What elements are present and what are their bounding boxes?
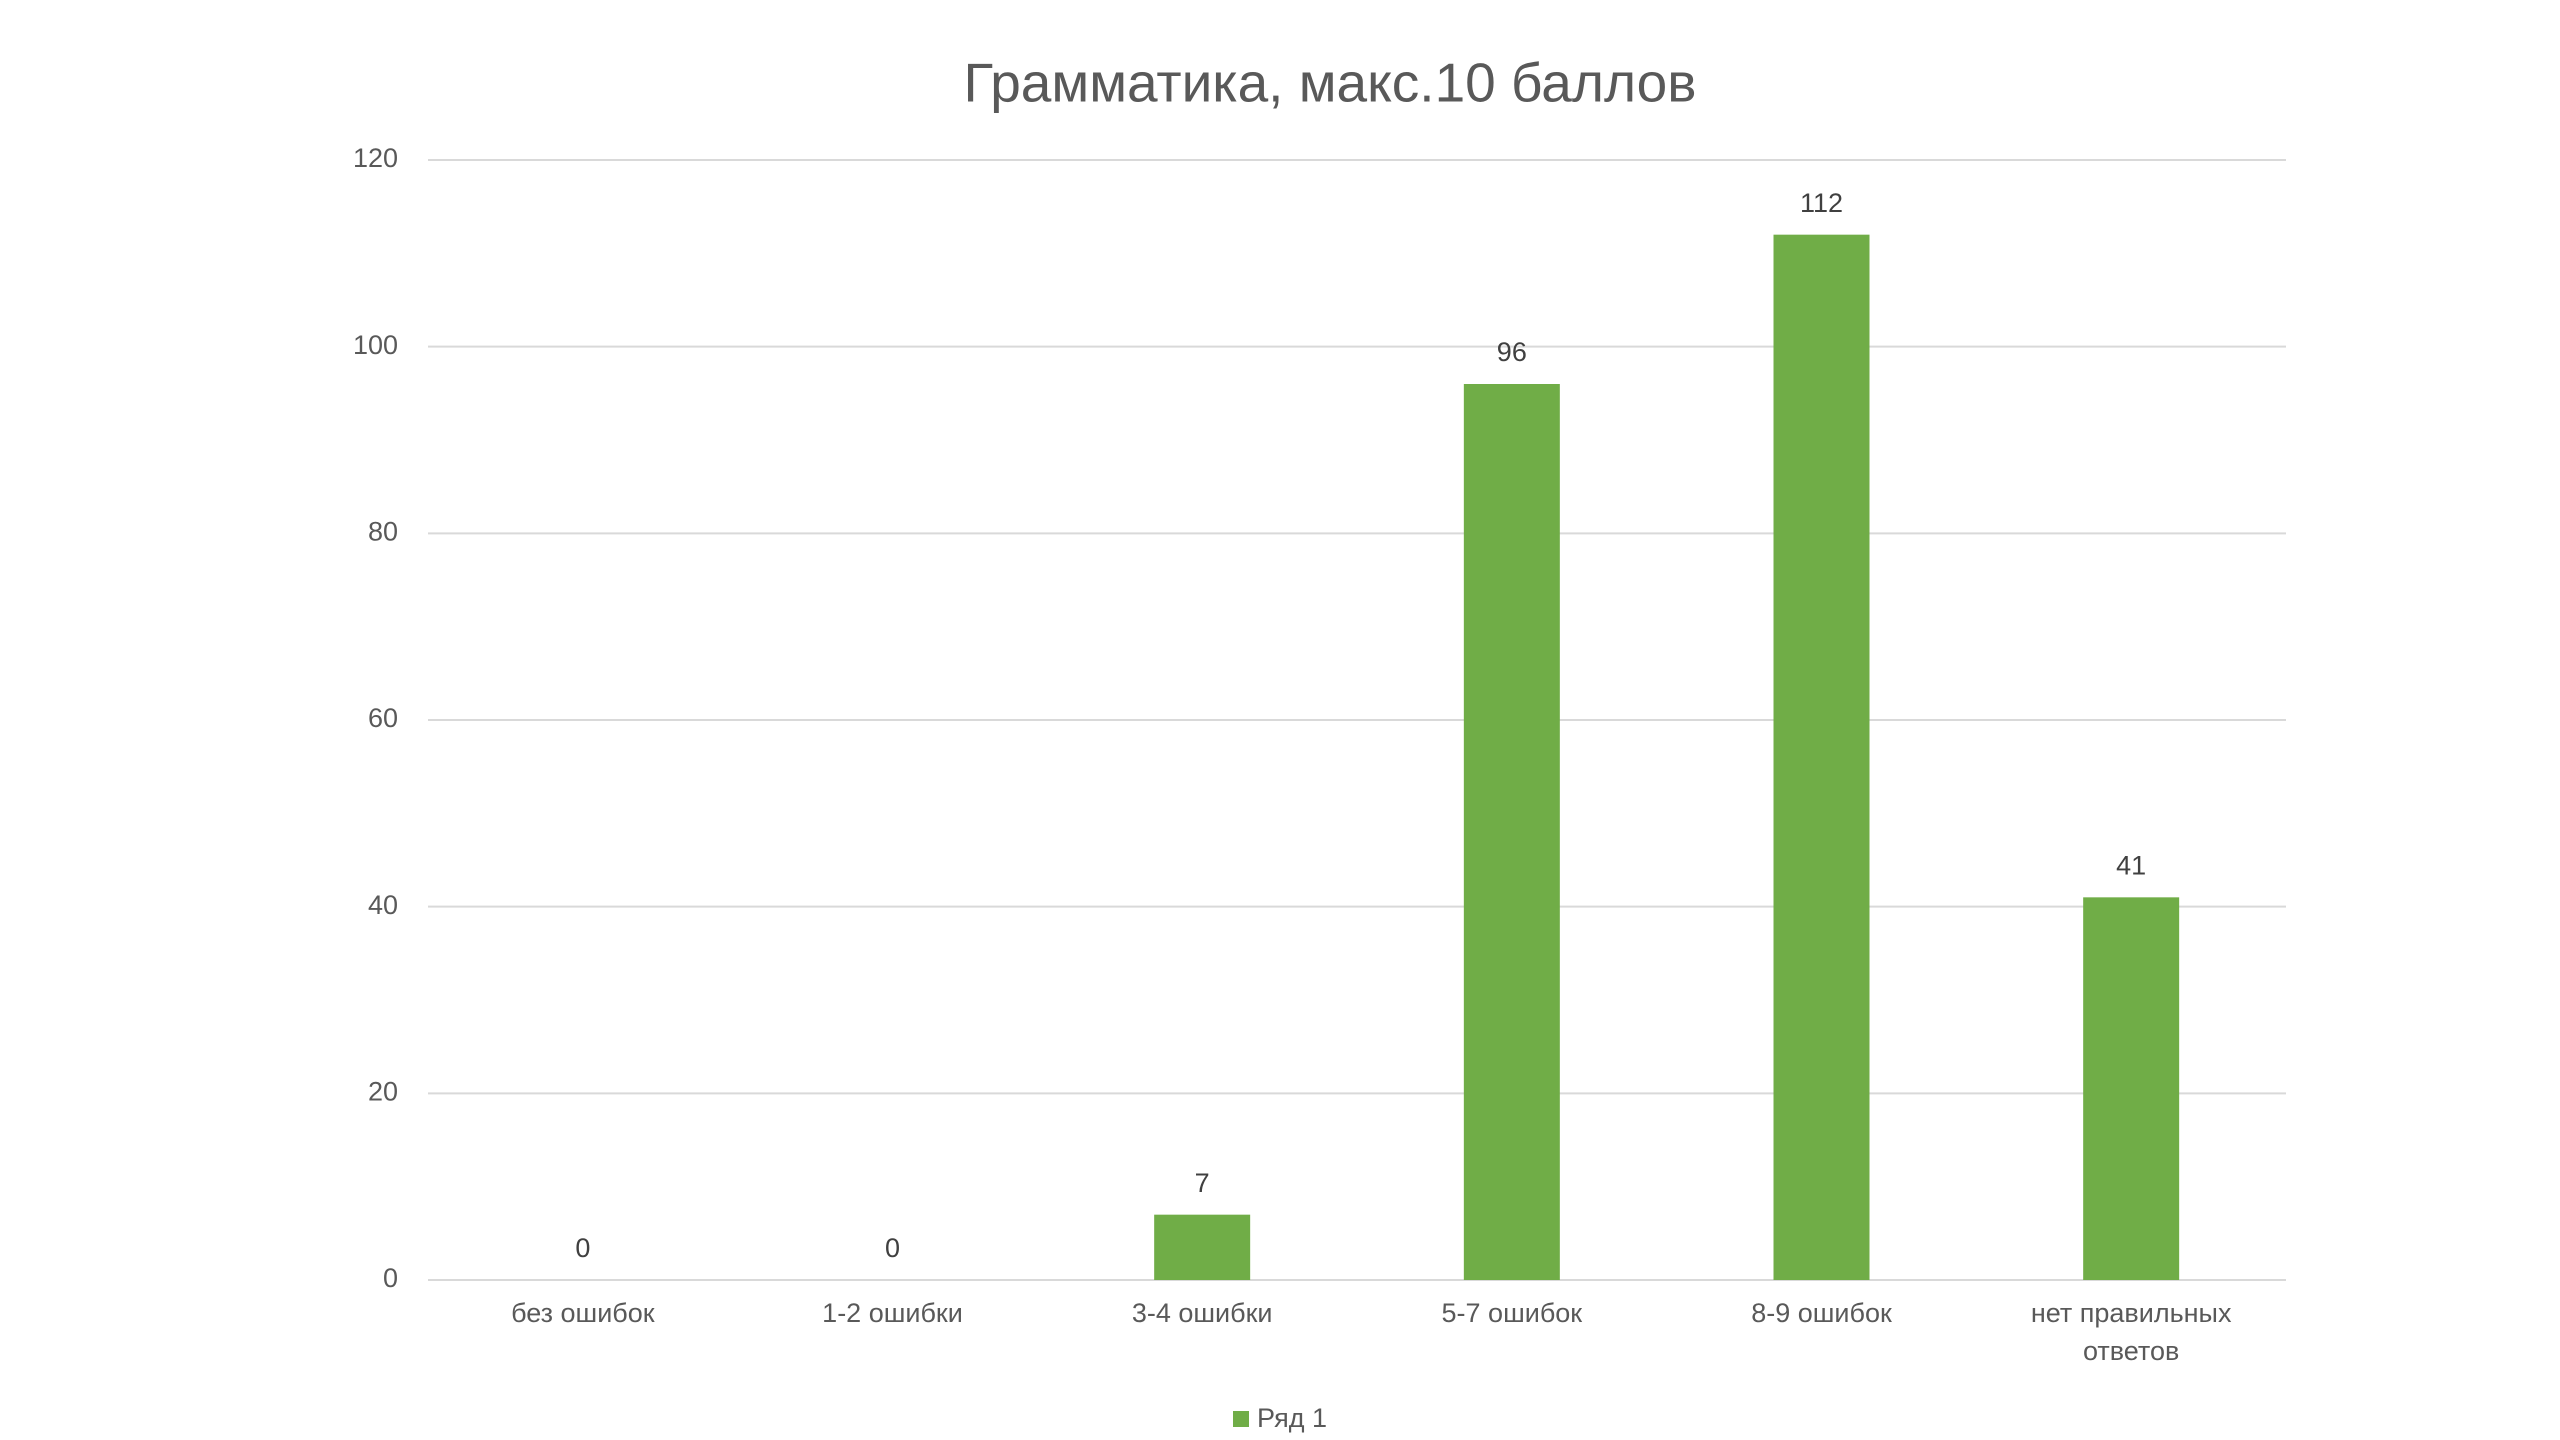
- data-label: 0: [575, 1233, 590, 1263]
- chart-title: Грамматика, макс.10 баллов: [964, 52, 1697, 114]
- bar: [1773, 234, 1870, 1281]
- data-label: 96: [1497, 337, 1527, 367]
- x-tick-label: без ошибок: [511, 1298, 655, 1328]
- y-tick-label: 0: [383, 1263, 398, 1293]
- legend-label: Ряд 1: [1256, 1403, 1327, 1433]
- y-tick-label: 120: [353, 143, 398, 173]
- data-label: 112: [1800, 188, 1843, 218]
- bar: [2083, 897, 2180, 1280]
- data-label: 41: [2116, 850, 2146, 880]
- x-tick-label: 5-7 ошибок: [1441, 1298, 1583, 1328]
- x-tick-label: нет правильных ответов: [2030, 1298, 2232, 1366]
- x-tick-label: 3-4 ошибки: [1131, 1298, 1273, 1328]
- data-label: 0: [885, 1233, 900, 1263]
- y-tick-label: 40: [368, 890, 398, 920]
- legend-swatch: [1232, 1410, 1249, 1427]
- bar: [1463, 384, 1560, 1280]
- legend: Ряд 1: [0, 1403, 2560, 1434]
- y-tick-label: 100: [353, 330, 398, 360]
- y-tick-label: 80: [368, 516, 398, 546]
- y-tick-label: 20: [368, 1076, 398, 1106]
- bar: [1154, 1214, 1251, 1280]
- x-tick-label: 8-9 ошибок: [1751, 1298, 1892, 1328]
- data-label: 7: [1195, 1168, 1210, 1198]
- y-tick-label: 60: [368, 703, 398, 733]
- x-tick-label: 1-2 ошибки: [822, 1298, 963, 1328]
